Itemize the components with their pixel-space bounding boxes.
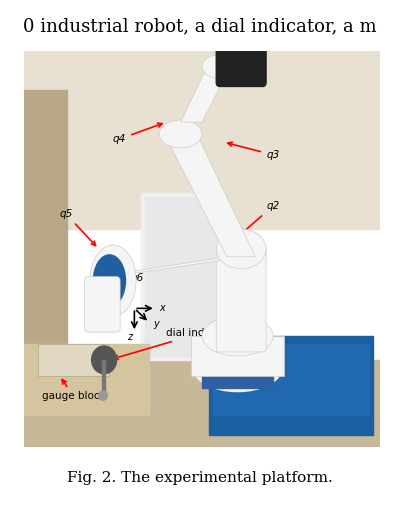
Text: q4: q4 [113, 123, 162, 144]
Text: y: y [153, 319, 159, 329]
Bar [24, 360, 380, 447]
Bar [38, 344, 110, 376]
Text: gauge block: gauge block [42, 379, 106, 401]
Text: q3: q3 [228, 142, 279, 160]
Text: x: x [159, 303, 165, 313]
Ellipse shape [202, 55, 238, 79]
Text: Fig. 2. The experimental platform.: Fig. 2. The experimental platform. [67, 470, 333, 485]
Polygon shape [124, 257, 245, 273]
Ellipse shape [159, 120, 202, 148]
Text: q1: q1 [220, 261, 242, 293]
Bar [202, 340, 273, 388]
Text: q2: q2 [241, 201, 279, 234]
Bar [24, 51, 380, 229]
Ellipse shape [94, 255, 126, 306]
Circle shape [92, 346, 116, 374]
Text: q5: q5 [60, 209, 96, 245]
Text: 0 industrial robot, a dial indicator, a m: 0 industrial robot, a dial indicator, a … [23, 18, 377, 36]
Ellipse shape [202, 316, 273, 356]
Circle shape [99, 391, 107, 400]
Bar [24, 344, 149, 416]
Text: dial indicator: dial indicator [114, 328, 235, 359]
Bar [191, 336, 284, 376]
Bar [213, 344, 369, 416]
Polygon shape [181, 62, 230, 122]
Text: z: z [127, 332, 132, 342]
FancyBboxPatch shape [216, 245, 266, 352]
FancyBboxPatch shape [216, 47, 266, 86]
Bar [142, 194, 220, 360]
Ellipse shape [90, 245, 136, 316]
Ellipse shape [193, 344, 282, 392]
Polygon shape [166, 130, 256, 257]
Bar [24, 90, 67, 368]
Text: q6: q6 [110, 273, 144, 298]
Ellipse shape [216, 229, 266, 269]
Bar [209, 336, 373, 435]
FancyBboxPatch shape [84, 277, 120, 332]
Bar [102, 360, 105, 392]
Bar [145, 198, 216, 356]
